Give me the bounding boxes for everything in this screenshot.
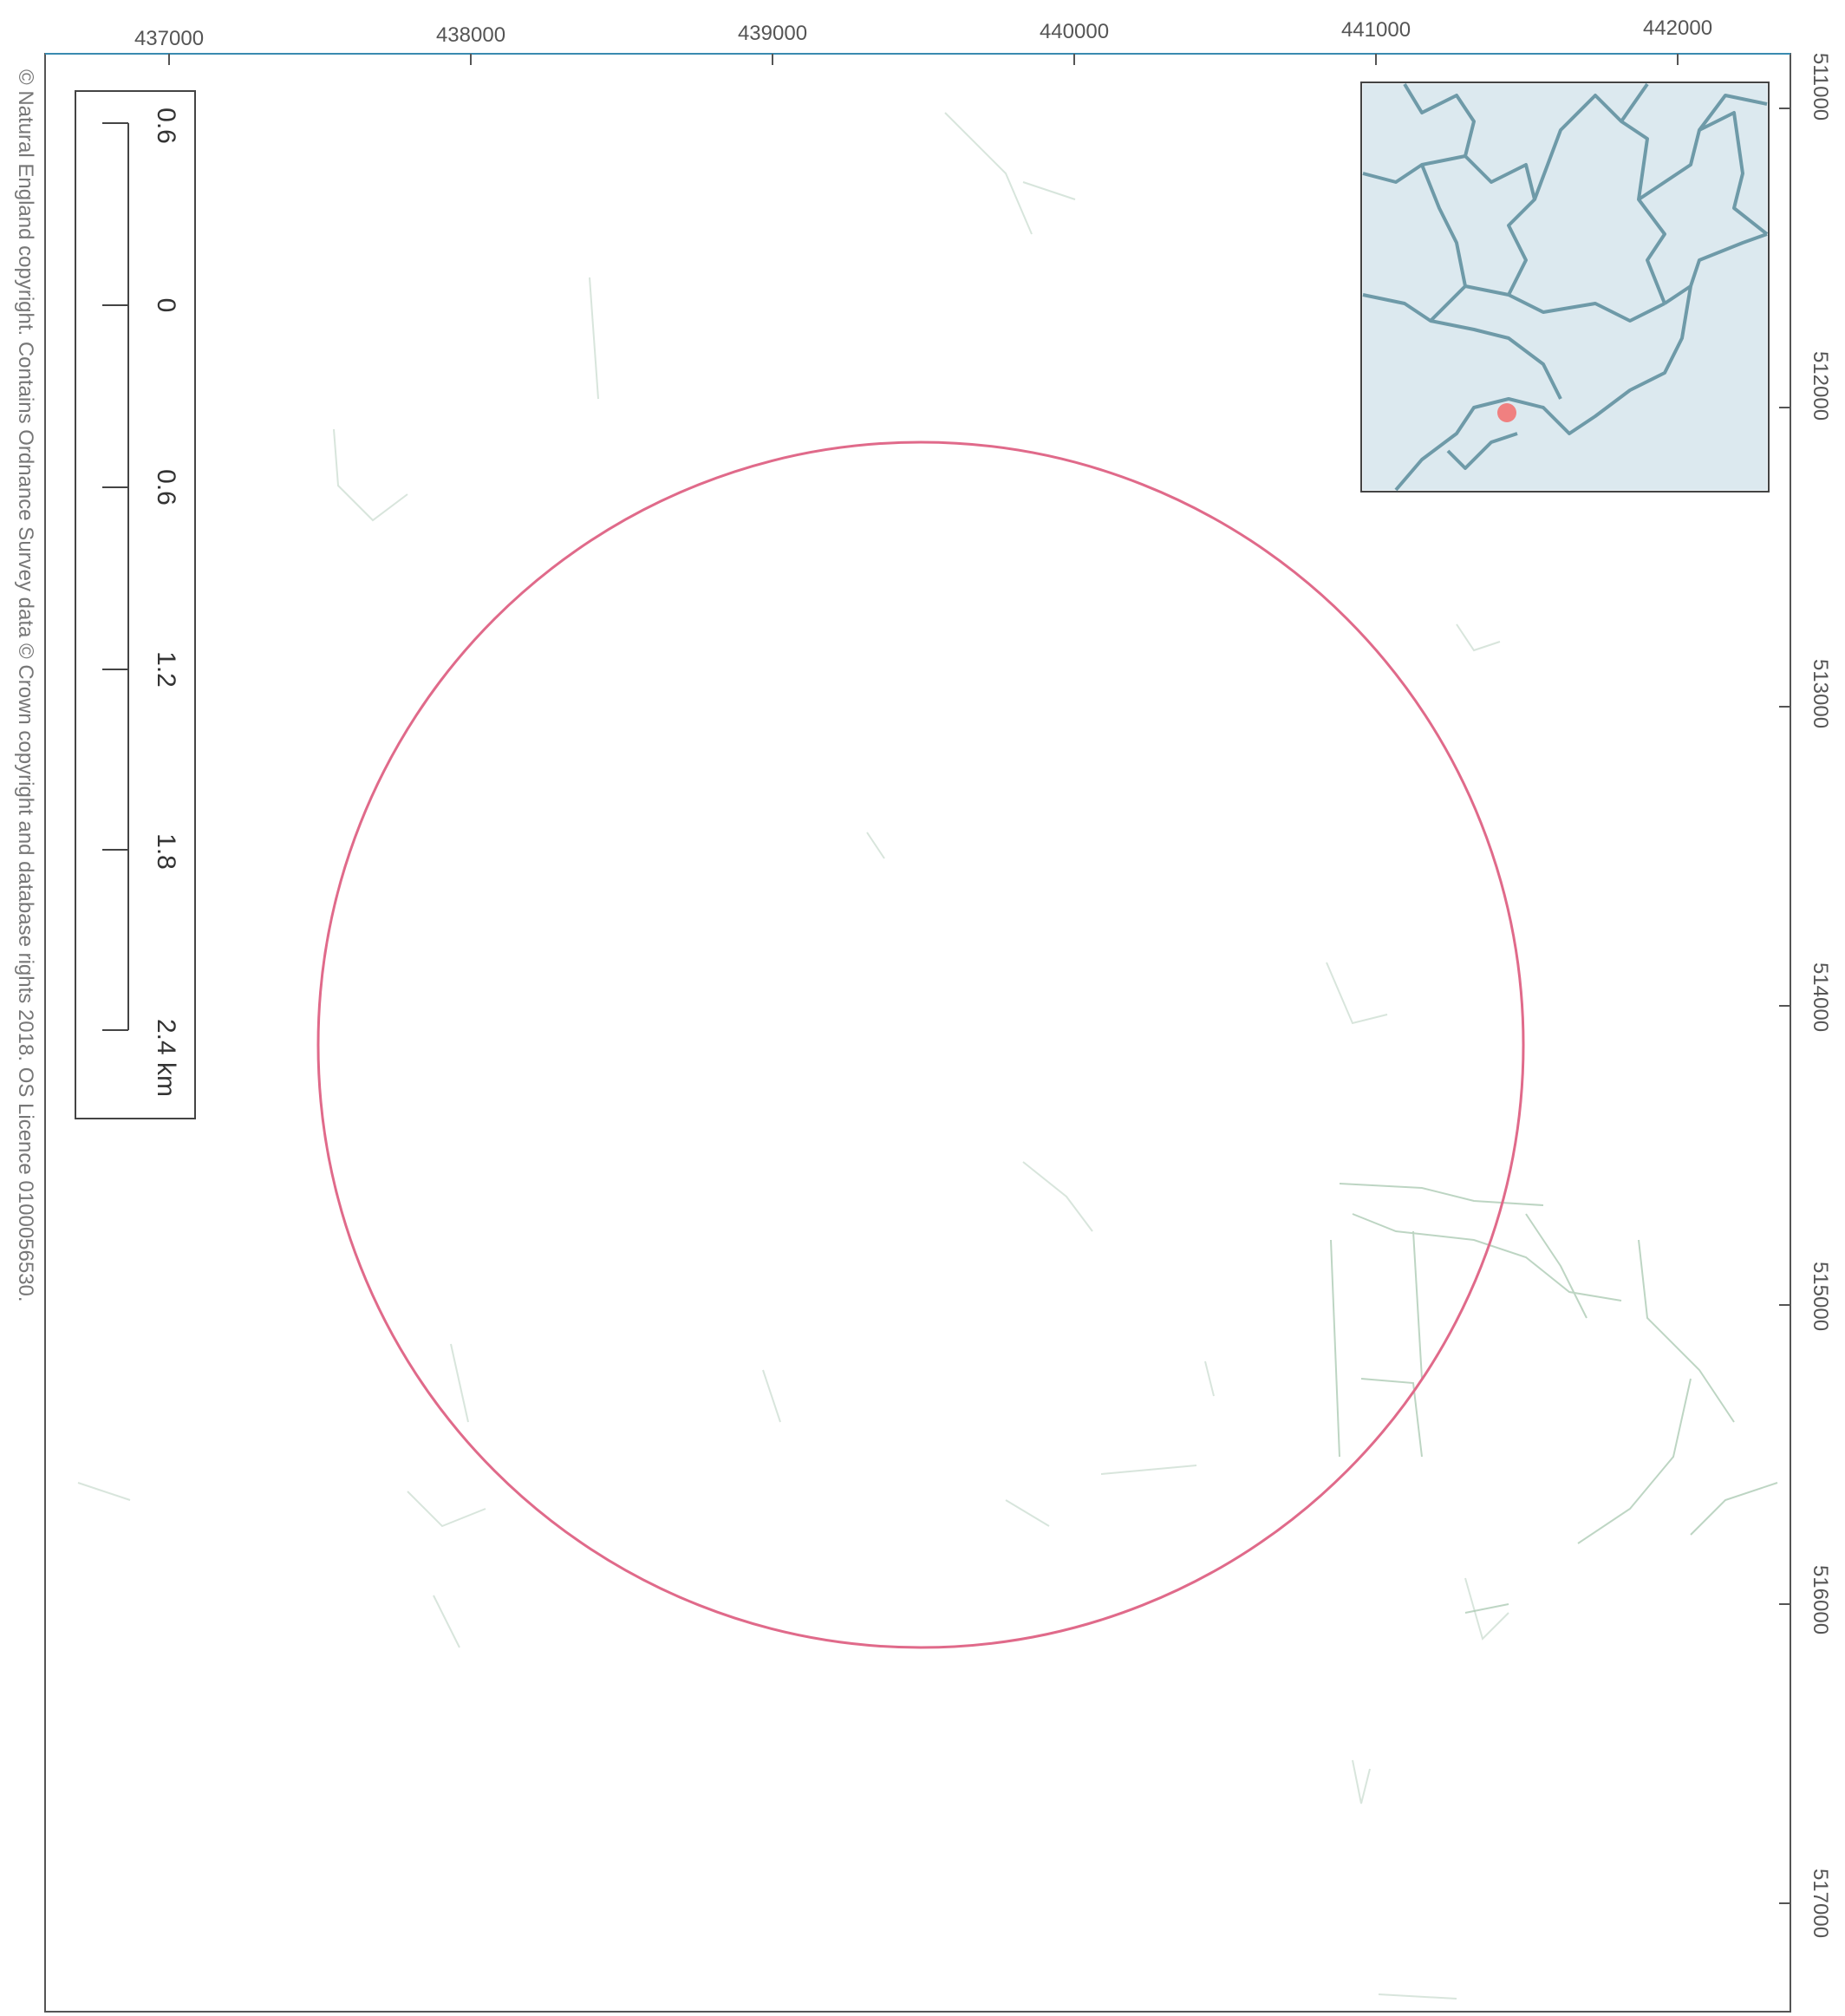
- parcel-boundary: [1360, 1378, 1423, 1458]
- feature-line: [1326, 962, 1388, 1025]
- feature-line: [77, 1482, 131, 1501]
- inset-boundary: [1420, 164, 1509, 297]
- scale-bar-box: [75, 90, 196, 1119]
- inset-boundary: [1362, 154, 1466, 184]
- x-tick-label: 440000: [1040, 20, 1109, 43]
- red-dot-icon: [1497, 403, 1516, 422]
- parcel-boundary: [1464, 1603, 1509, 1614]
- feature-line: [407, 1491, 486, 1528]
- map-features: [77, 112, 1509, 2000]
- feature-line: [866, 832, 885, 859]
- y-tick-label: 517000: [1809, 1869, 1832, 1938]
- x-axis: 437000 438000 439000 440000 441000 44200…: [134, 16, 1712, 65]
- feature-line: [1456, 623, 1501, 652]
- scale-bar: 0.6 0 0.6 1.2 1.8 2.4 km: [75, 90, 196, 1119]
- feature-line: [1464, 1577, 1509, 1641]
- parcel-boundary: [1690, 1482, 1778, 1536]
- y-tick-label: 514000: [1809, 962, 1832, 1032]
- parcel-boundary: [1330, 1239, 1340, 1458]
- parcel-boundary: [1339, 1183, 1544, 1206]
- inset-boundary: [1637, 111, 1769, 236]
- y-tick-label: 516000: [1809, 1565, 1832, 1634]
- y-tick-label: 515000: [1809, 1262, 1832, 1331]
- y-tick-label: 511000: [1809, 53, 1832, 121]
- feature-line: [1352, 1759, 1371, 1804]
- x-tick-label: 437000: [134, 27, 204, 50]
- inset-map: [1360, 82, 1770, 493]
- inset-boundary: [1362, 284, 1467, 323]
- x-tick-label: 442000: [1643, 16, 1712, 40]
- feature-line: [1378, 1993, 1457, 2000]
- parcel-boundary: [1412, 1230, 1423, 1380]
- inset-boundary: [1698, 94, 1768, 132]
- inset-boundary: [1620, 82, 1649, 123]
- scale-bar-label: 1.8: [152, 833, 180, 870]
- inset-map-land: [1363, 84, 1767, 490]
- parcel-cluster: [1330, 1183, 1778, 1614]
- x-tick-label: 439000: [738, 22, 807, 45]
- inset-boundary: [1533, 94, 1666, 304]
- y-axis: 511000 512000 513000 514000 515000 51600…: [1779, 53, 1832, 1938]
- inset-coastline: [1446, 432, 1518, 470]
- inset-coastline: [1394, 285, 1692, 492]
- copyright-text: © Natural England copyright. Contains Or…: [14, 69, 37, 1302]
- inset-boundary: [1663, 232, 1768, 305]
- scale-bar-label: 1.2: [152, 651, 180, 688]
- feature-line: [433, 1595, 460, 1648]
- parcel-boundary: [1525, 1213, 1587, 1319]
- scale-bar-label: 0: [152, 298, 180, 313]
- feature-line: [1022, 181, 1076, 200]
- y-tick-label: 513000: [1809, 659, 1832, 728]
- feature-line: [1100, 1465, 1197, 1475]
- y-tick-label: 512000: [1809, 351, 1832, 421]
- buffer-circle: [316, 440, 1525, 1649]
- scale-bar-label: 0.6: [152, 469, 180, 506]
- parcel-boundary: [1352, 1213, 1622, 1302]
- parcel-boundary: [1638, 1239, 1735, 1423]
- feature-line: [1022, 1161, 1093, 1232]
- scale-bar-label: 0.6: [152, 108, 180, 144]
- scale-bar-label: 2.4 km: [152, 1019, 180, 1097]
- feature-line: [450, 1343, 469, 1423]
- feature-line: [333, 428, 408, 522]
- feature-line: [589, 277, 599, 400]
- inset-boundary: [1430, 319, 1562, 400]
- feature-line: [1204, 1360, 1215, 1397]
- feature-line: [1005, 1499, 1050, 1527]
- inset-boundary: [1403, 82, 1536, 296]
- feature-line: [762, 1369, 781, 1423]
- parcel-boundary: [1577, 1378, 1692, 1544]
- inset-boundary: [1508, 293, 1666, 323]
- feature-line: [944, 112, 1033, 235]
- x-tick-label: 438000: [436, 23, 505, 47]
- x-tick-label: 441000: [1341, 18, 1411, 42]
